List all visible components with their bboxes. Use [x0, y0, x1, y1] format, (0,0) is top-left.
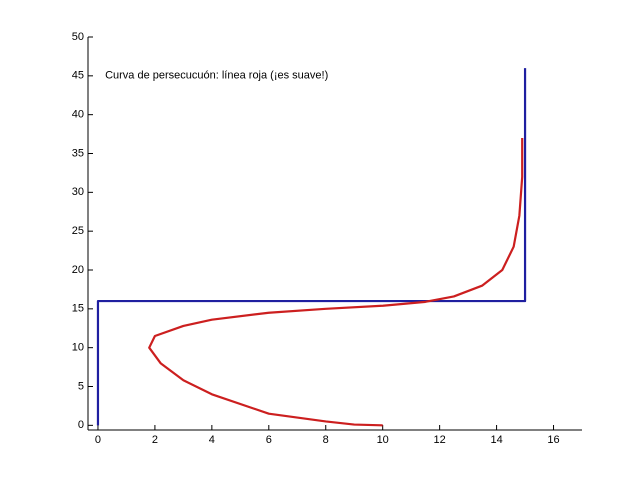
x-tick-label: 12	[434, 434, 446, 446]
y-tick-label: 30	[72, 186, 84, 198]
y-tick-label: 20	[72, 264, 84, 276]
x-tick-label: 14	[490, 434, 502, 446]
annotation: Curva de persecucuón: línea roja (¡es su…	[105, 70, 328, 82]
x-tick-label: 10	[377, 434, 389, 446]
x-tick-label: 6	[266, 434, 272, 446]
x-tick-label: 16	[547, 434, 559, 446]
x-tick-label: 0	[95, 434, 101, 446]
y-tick-label: 40	[72, 109, 84, 121]
x-tick-label: 2	[152, 434, 158, 446]
y-tick-label: 10	[72, 342, 84, 354]
y-tick-label: 25	[72, 225, 84, 237]
y-tick-label: 0	[78, 419, 84, 431]
y-tick-label: 50	[72, 31, 84, 43]
x-tick-label: 8	[323, 434, 329, 446]
y-tick-label: 35	[72, 147, 84, 159]
y-tick-label: 45	[72, 70, 84, 82]
data-line	[96, 68, 527, 426]
x-tick-label: 4	[209, 434, 215, 446]
y-tick-label: 15	[72, 303, 84, 315]
data-line	[148, 137, 524, 427]
y-tick-label: 5	[78, 380, 84, 392]
